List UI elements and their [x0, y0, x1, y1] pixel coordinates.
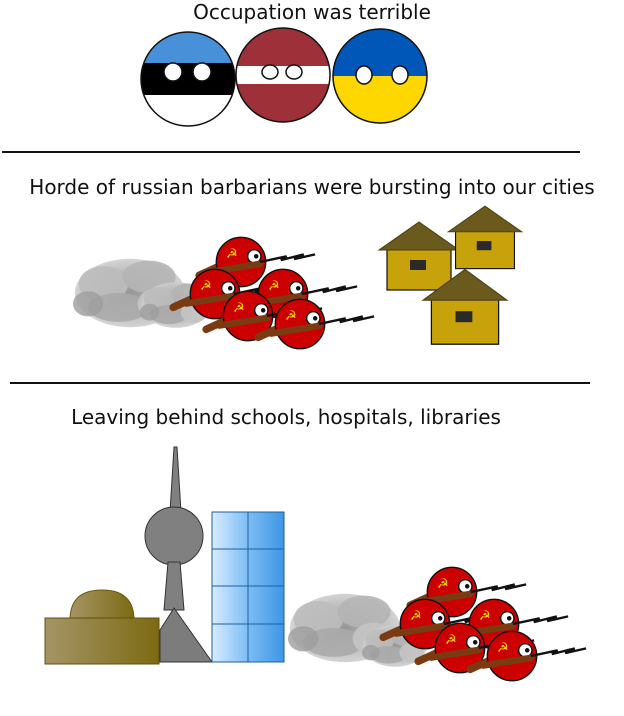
estonia-ball [140, 31, 236, 127]
caption-panel-3: Leaving behind schools, hospitals, libra… [71, 405, 501, 429]
latvia-ball [235, 27, 331, 123]
ukraine-ball [332, 28, 428, 124]
tv-tower [144, 446, 213, 663]
panel-divider-top [2, 151, 580, 153]
panel-divider-bottom [10, 382, 590, 384]
glass-office-building [211, 511, 285, 663]
soviet-ball-horde-panel-3 [383, 567, 586, 680]
huts-village [378, 205, 523, 345]
dome-building [44, 589, 160, 665]
caption-panel-2: Horde of russian barbarians were burstin… [29, 175, 595, 199]
soviet-ball-horde-panel-2 [173, 237, 374, 348]
caption-panel-1: Occupation was terrible [193, 0, 431, 24]
